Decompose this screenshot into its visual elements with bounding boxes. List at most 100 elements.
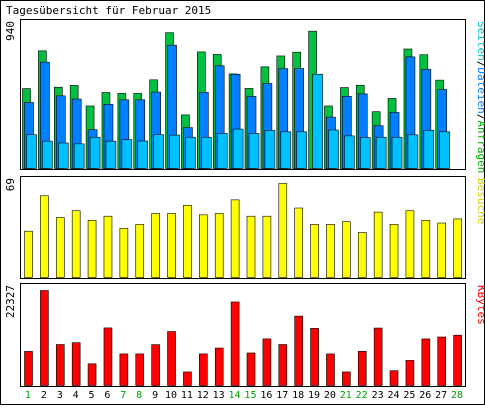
x-tick-label-10: 10 — [165, 390, 177, 401]
x-tick-label-19: 19 — [308, 390, 320, 401]
bar-kbytes-day-12 — [199, 353, 208, 386]
bar-besuche-day-13 — [214, 213, 224, 278]
bar-besuche-day-5 — [87, 219, 97, 278]
x-tick-label-16: 16 — [260, 390, 272, 401]
bar-besuche-day-26 — [421, 219, 431, 278]
bar-seiten-day-14 — [232, 128, 244, 169]
bar-kbytes-day-17 — [278, 344, 288, 386]
bar-kbytes-day-5 — [87, 363, 97, 386]
bar-kbytes-day-27 — [437, 336, 447, 386]
x-tick-label-13: 13 — [213, 390, 225, 401]
bar-seiten-day-11 — [185, 136, 196, 169]
bar-kbytes-day-4 — [71, 342, 81, 386]
bar-seiten-day-25 — [407, 134, 419, 169]
chart-panels: 940Seiten/Dateien/Anfragen69Besuche22327… — [4, 19, 485, 387]
bar-kbytes-day-14 — [230, 301, 240, 386]
legend-entry-top-2: Dateien — [475, 67, 485, 113]
x-tick-label-25: 25 — [403, 390, 415, 401]
legend-entry-top-4: Anfragen — [475, 120, 485, 173]
x-tick-label-22: 22 — [356, 390, 368, 401]
bar-seiten-day-7 — [121, 139, 133, 169]
bar-kbytes-day-21 — [342, 371, 351, 386]
x-tick-label-1: 1 — [25, 390, 31, 401]
x-axis-labels: 1 2 3 4 5 6 7 8 9 10 11 12 13 14 15 16 17 18 19 20 21 22 23 24 2… — [25, 390, 463, 401]
bar-seiten-day-8 — [137, 140, 149, 169]
bar-besuche-day-21 — [342, 221, 351, 278]
bar-seiten-day-12 — [201, 136, 212, 169]
bar-seiten-day-16 — [264, 130, 276, 169]
bar-besuche-day-6 — [103, 215, 113, 278]
x-tick-label-18: 18 — [292, 390, 304, 401]
bar-seiten-day-17 — [280, 131, 292, 169]
x-tick-label-3: 3 — [57, 390, 63, 401]
bar-seiten-day-13 — [216, 133, 228, 169]
x-tick-label-9: 9 — [152, 390, 158, 401]
bar-besuche-day-23 — [373, 211, 383, 278]
bar-besuche-day-19 — [310, 224, 319, 278]
bar-seiten-day-6 — [105, 140, 117, 169]
bar-besuche-day-18 — [294, 207, 303, 278]
x-tick-label-24: 24 — [387, 390, 399, 401]
bar-kbytes-day-2 — [40, 290, 49, 386]
bar-kbytes-day-23 — [373, 327, 383, 386]
x-tick-label-21: 21 — [340, 390, 352, 401]
bar-seiten-day-26 — [423, 129, 435, 169]
legend-bot: KBytes — [475, 285, 485, 325]
x-tick-label-7: 7 — [120, 390, 126, 401]
bar-besuche-day-25 — [405, 210, 415, 278]
panel-bot: 22327 KBytes — [4, 283, 485, 387]
bar-kbytes-day-28 — [453, 334, 462, 386]
bar-kbytes-day-16 — [262, 338, 272, 386]
bar-seiten-day-24 — [391, 136, 403, 169]
bar-seiten-day-18 — [296, 131, 307, 169]
bar-besuche-day-27 — [437, 222, 447, 278]
y-max-label-bot: 22327 — [4, 285, 17, 318]
bar-besuche-day-3 — [55, 217, 65, 278]
bar-kbytes-day-22 — [357, 350, 367, 386]
bar-besuche-day-12 — [199, 214, 208, 278]
x-tick-label-23: 23 — [372, 390, 384, 401]
panel-frame-bot — [20, 283, 466, 387]
bar-seiten-day-10 — [169, 134, 180, 169]
bar-seiten-day-5 — [89, 136, 101, 169]
bar-kbytes-day-24 — [389, 370, 399, 386]
bar-kbytes-day-19 — [310, 328, 319, 386]
bar-kbytes-day-15 — [246, 352, 256, 386]
x-tick-label-12: 12 — [197, 390, 209, 401]
x-tick-label-11: 11 — [181, 390, 193, 401]
bar-besuche-day-8 — [135, 224, 145, 278]
legend-entry-bot-0: KBytes — [475, 285, 485, 325]
x-tick-label-27: 27 — [435, 390, 447, 401]
bar-seiten-day-15 — [248, 133, 260, 169]
bar-seiten-day-4 — [73, 143, 85, 169]
bar-seiten-day-27 — [439, 131, 451, 169]
bar-seiten-day-21 — [344, 135, 355, 169]
legend-top: Seiten/Dateien/Anfragen — [475, 21, 485, 173]
bar-besuche-day-17 — [278, 183, 288, 278]
bar-besuche-day-24 — [389, 224, 399, 278]
bar-seiten-day-22 — [359, 137, 371, 169]
bar-besuche-day-10 — [167, 213, 176, 278]
bar-besuche-day-2 — [40, 195, 49, 278]
bar-kbytes-day-25 — [405, 360, 415, 386]
bar-besuche-day-7 — [119, 228, 129, 278]
bar-seiten-day-1 — [26, 134, 37, 169]
legend-entry-top-1: / — [475, 61, 485, 68]
bar-kbytes-day-9 — [151, 344, 160, 386]
legend-entry-top-3: / — [475, 114, 485, 121]
bar-seiten-day-20 — [328, 129, 339, 169]
x-tick-label-14: 14 — [229, 390, 241, 401]
bar-besuche-day-28 — [453, 218, 462, 278]
bar-seiten-day-2 — [42, 140, 53, 169]
bar-seiten-day-3 — [57, 142, 69, 169]
panel-frame-mid — [20, 176, 466, 279]
x-tick-label-8: 8 — [136, 390, 142, 401]
bar-kbytes-day-6 — [103, 327, 113, 386]
bar-kbytes-day-13 — [214, 347, 224, 386]
bar-besuche-day-1 — [24, 230, 33, 278]
bar-besuche-day-15 — [246, 215, 256, 278]
bar-besuche-day-14 — [230, 199, 240, 278]
